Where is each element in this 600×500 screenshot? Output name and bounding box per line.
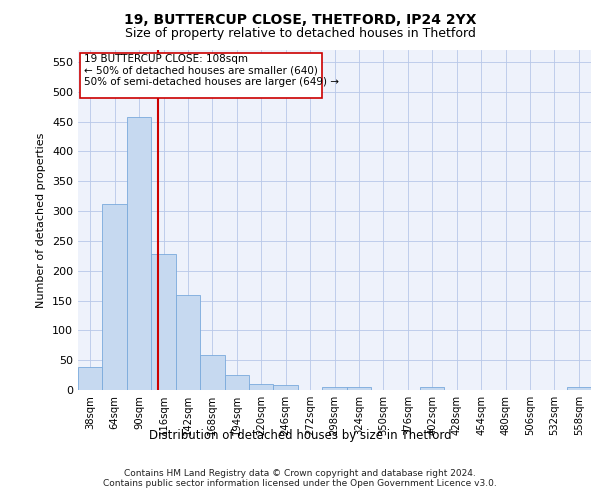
Y-axis label: Number of detached properties: Number of detached properties xyxy=(37,132,46,308)
Bar xyxy=(347,387,371,390)
Bar xyxy=(200,355,224,390)
Bar xyxy=(103,204,127,390)
Bar xyxy=(176,294,200,390)
Text: Distribution of detached houses by size in Thetford: Distribution of detached houses by size … xyxy=(149,428,451,442)
Bar xyxy=(566,387,591,390)
Bar xyxy=(78,368,103,390)
Text: Contains public sector information licensed under the Open Government Licence v3: Contains public sector information licen… xyxy=(103,478,497,488)
Text: 19 BUTTERCUP CLOSE: 108sqm
← 50% of detached houses are smaller (640)
50% of sem: 19 BUTTERCUP CLOSE: 108sqm ← 50% of deta… xyxy=(84,54,339,88)
Text: Size of property relative to detached houses in Thetford: Size of property relative to detached ho… xyxy=(125,28,475,40)
Bar xyxy=(420,387,445,390)
Bar xyxy=(322,387,347,390)
Bar xyxy=(249,384,274,390)
Bar xyxy=(127,118,151,390)
Text: 19, BUTTERCUP CLOSE, THETFORD, IP24 2YX: 19, BUTTERCUP CLOSE, THETFORD, IP24 2YX xyxy=(124,12,476,26)
Bar xyxy=(274,385,298,390)
Text: Contains HM Land Registry data © Crown copyright and database right 2024.: Contains HM Land Registry data © Crown c… xyxy=(124,468,476,477)
Bar xyxy=(224,375,249,390)
FancyBboxPatch shape xyxy=(80,53,322,98)
Bar xyxy=(151,254,176,390)
